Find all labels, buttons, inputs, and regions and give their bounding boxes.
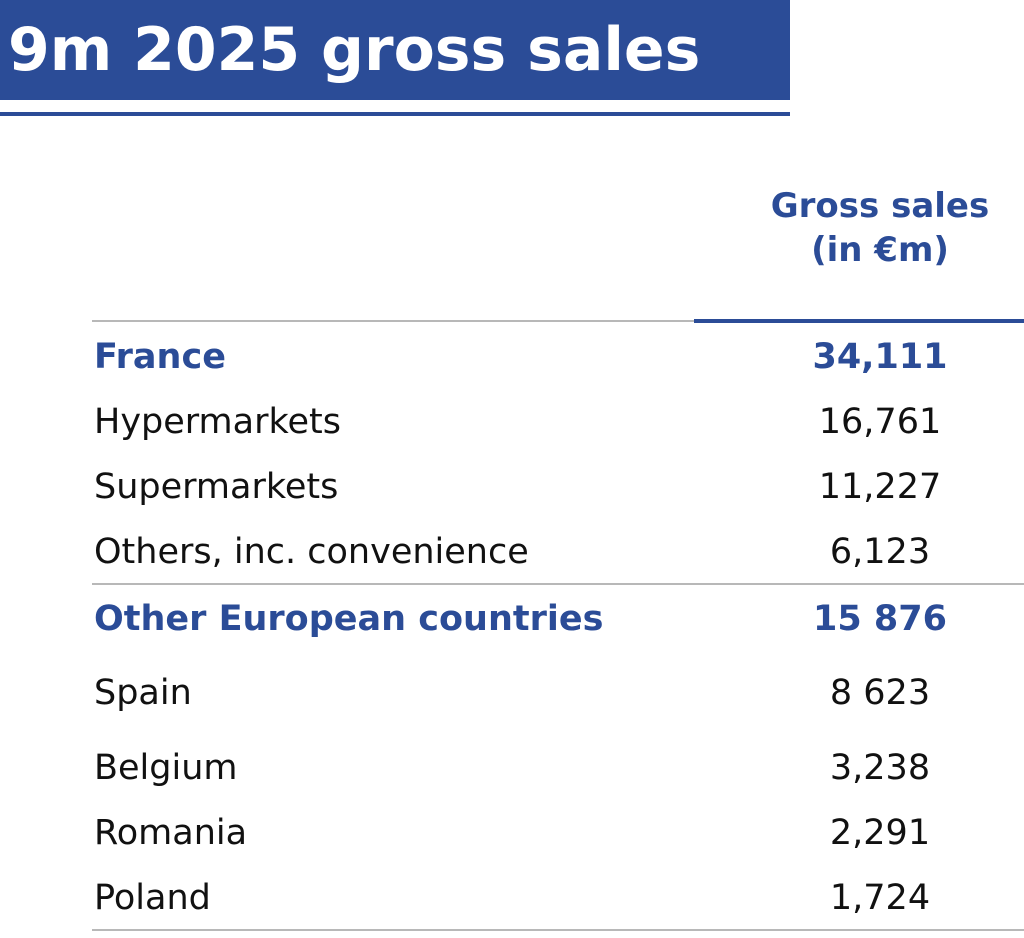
table-row: Hypermarkets 16,761 bbox=[92, 392, 1024, 452]
table-row-group: Other European countries 15 876 bbox=[92, 589, 1024, 649]
row-label: Hypermarkets bbox=[94, 402, 341, 442]
row-label: Other European countries bbox=[94, 599, 604, 639]
table-bottom-rule bbox=[92, 929, 1024, 931]
row-value: 15 876 bbox=[813, 599, 947, 639]
table-row: Romania 2,291 bbox=[92, 803, 1024, 863]
row-value: 8 623 bbox=[829, 673, 931, 713]
row-label: Poland bbox=[94, 878, 211, 918]
row-label: Spain bbox=[94, 673, 192, 713]
row-value: 16,761 bbox=[818, 402, 942, 442]
row-label: Belgium bbox=[94, 748, 238, 788]
header-rule-accent bbox=[694, 319, 1024, 323]
row-label: Romania bbox=[94, 813, 248, 853]
section-divider bbox=[92, 583, 1024, 585]
row-value: 11,227 bbox=[818, 467, 942, 507]
row-value: 2,291 bbox=[829, 813, 931, 853]
header-rule bbox=[92, 320, 696, 322]
title-bar: 9m 2025 gross sales bbox=[0, 0, 790, 100]
row-value: 3,238 bbox=[829, 748, 931, 788]
column-header-line-2: (in €m) bbox=[811, 230, 949, 270]
row-value: 1,724 bbox=[829, 878, 931, 918]
row-label: France bbox=[94, 337, 226, 377]
row-value: 34,111 bbox=[812, 337, 948, 377]
title-underline bbox=[0, 112, 790, 116]
row-label: Others, inc. convenience bbox=[94, 532, 529, 572]
table-row-group: France 34,111 bbox=[92, 327, 1024, 387]
row-label: Supermarkets bbox=[94, 467, 339, 507]
row-value: 6,123 bbox=[829, 532, 931, 572]
table-row: Others, inc. convenience 6,123 bbox=[92, 522, 1024, 582]
table-row: Belgium 3,238 bbox=[92, 738, 1024, 798]
column-header-gross-sales: Gross sales (in €m) bbox=[740, 184, 1020, 272]
table-row: Poland 1,724 bbox=[92, 868, 1024, 928]
table-row: Supermarkets 11,227 bbox=[92, 457, 1024, 517]
table-row: Spain 8 623 bbox=[92, 663, 1024, 723]
column-header-line-1: Gross sales bbox=[770, 186, 990, 226]
page-title: 9m 2025 gross sales bbox=[8, 15, 701, 85]
